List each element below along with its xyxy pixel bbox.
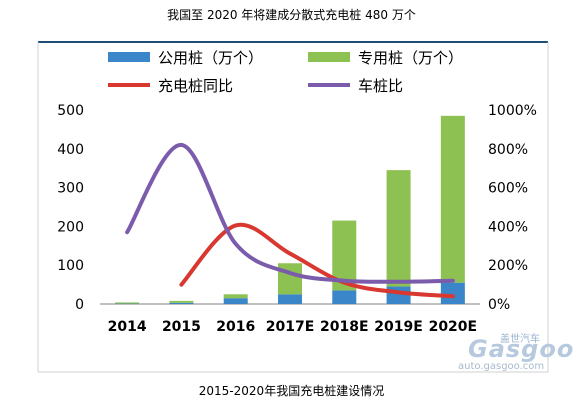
x-axis-ticks: 2014 2015 2016 2017E 2018E 2019E 2020E xyxy=(108,319,477,335)
left-axis-ticks: 0 100 200 300 400 500 xyxy=(57,103,84,313)
figure-caption: 2015-2020年我国充电桩建设情况 xyxy=(198,384,385,398)
legend-label: 专用桩（万个） xyxy=(358,49,463,67)
x-tick-label: 2017E xyxy=(266,319,315,335)
right-tick-label: 1000% xyxy=(488,103,537,119)
x-tick-label: 2014 xyxy=(108,319,147,335)
line-yoy-growth xyxy=(179,222,455,299)
bar-private xyxy=(440,115,465,283)
legend-swatch xyxy=(308,52,350,62)
left-tick-label: 500 xyxy=(57,103,84,119)
bar-public xyxy=(332,290,357,304)
x-tick-label: 2018E xyxy=(320,319,369,335)
watermark-logo: Gasgoo xyxy=(468,335,575,363)
right-tick-label: 400% xyxy=(488,219,528,235)
right-tick-label: 600% xyxy=(488,181,528,197)
right-tick-label: 0% xyxy=(488,297,510,313)
chart-title: 我国至 2020 年将建成分散式充电桩 480 万个 xyxy=(167,8,416,22)
x-tick-label: 2020E xyxy=(429,319,478,335)
right-tick-label: 200% xyxy=(488,258,528,274)
bar-private xyxy=(115,302,140,304)
bar-public xyxy=(169,302,194,304)
legend-label: 车桩比 xyxy=(358,77,403,95)
legend: 公用桩（万个） 专用桩（万个） 充电桩同比 车桩比 xyxy=(108,49,463,95)
bar-private xyxy=(386,170,411,287)
legend-label: 充电桩同比 xyxy=(158,77,233,95)
legend-swatch xyxy=(108,52,150,62)
bar-private xyxy=(278,263,302,295)
watermark-cn: 盖世汽车 xyxy=(500,334,540,345)
watermark-url: auto.gasgoo.com xyxy=(458,361,545,372)
bar-public xyxy=(440,282,465,304)
bars-group xyxy=(115,115,465,304)
lines-group xyxy=(125,142,455,299)
x-tick-label: 2016 xyxy=(216,319,255,335)
line-vehicle-pile-ratio xyxy=(125,142,455,284)
right-axis-ticks: 0% 200% 400% 600% 800% 1000% xyxy=(488,103,537,313)
left-tick-label: 200 xyxy=(57,219,84,235)
bar-public xyxy=(223,298,248,304)
left-tick-label: 400 xyxy=(57,142,84,158)
bar-private xyxy=(169,300,194,303)
legend-label: 公用桩（万个） xyxy=(158,49,263,67)
right-tick-label: 800% xyxy=(488,142,528,158)
bar-public xyxy=(386,286,411,304)
bar-public xyxy=(278,294,302,304)
left-tick-label: 300 xyxy=(57,181,84,197)
bar-private xyxy=(223,294,248,299)
left-tick-label: 0 xyxy=(75,297,84,313)
left-tick-label: 100 xyxy=(57,258,84,274)
x-tick-label: 2019E xyxy=(374,319,423,335)
x-tick-label: 2015 xyxy=(162,319,201,335)
